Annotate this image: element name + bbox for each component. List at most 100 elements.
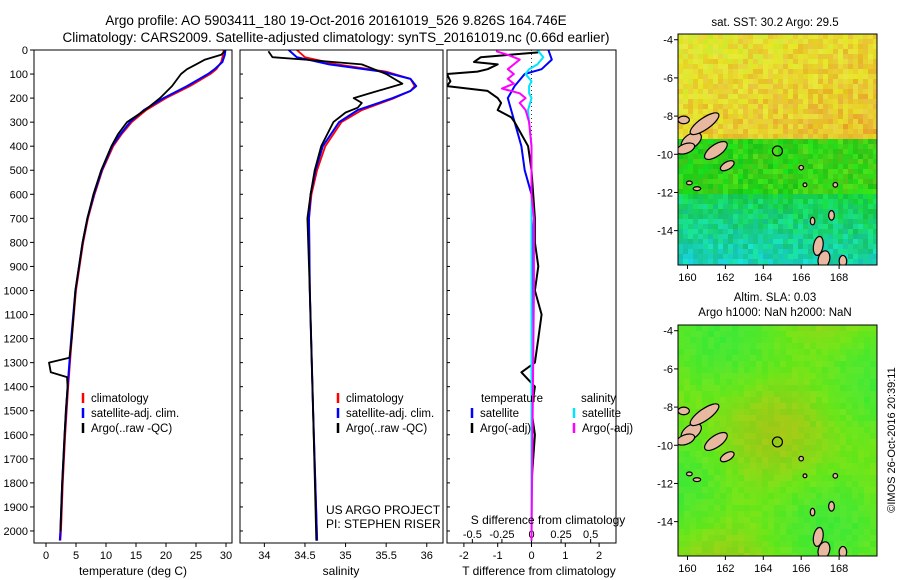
map-cell — [858, 487, 865, 494]
map-cell — [726, 535, 733, 542]
map-cell — [696, 343, 703, 350]
map-cell — [828, 174, 834, 180]
map-cell — [756, 505, 763, 512]
map-cell — [698, 64, 704, 70]
temperature-lines — [48, 50, 227, 541]
map-cell — [768, 159, 774, 165]
map-cell — [783, 144, 789, 150]
map-cell — [868, 179, 874, 185]
map-cell — [840, 379, 847, 386]
map-cell — [843, 59, 849, 65]
map-cell — [804, 469, 811, 476]
map-cell — [690, 445, 697, 452]
map-cell — [678, 194, 684, 200]
map-cell — [708, 487, 715, 494]
map-cell — [868, 174, 874, 180]
map-cell — [758, 44, 764, 50]
map-cell — [758, 114, 764, 120]
map-cell — [758, 74, 764, 80]
map-cell — [738, 94, 744, 100]
map-cell — [738, 164, 744, 170]
map-cell — [808, 249, 814, 255]
map-cell — [873, 149, 877, 155]
map-cell — [808, 39, 814, 45]
map-cell — [696, 439, 703, 446]
map-cell — [828, 84, 834, 90]
map-cell — [733, 174, 739, 180]
map-cell — [762, 547, 769, 554]
map-cell — [732, 487, 739, 494]
map-cell — [843, 179, 849, 185]
map-cell — [813, 49, 819, 55]
map-cell — [708, 553, 715, 556]
map-cell — [798, 553, 805, 556]
map-cell — [718, 199, 724, 205]
map-cell — [684, 535, 691, 542]
map-cell — [803, 209, 809, 215]
map-cell — [743, 139, 749, 145]
map-cell — [750, 421, 757, 428]
island — [703, 431, 728, 451]
map-cell — [858, 403, 865, 410]
map-cell — [693, 164, 699, 170]
map-cell — [732, 361, 739, 368]
map-cell — [852, 457, 859, 464]
map-cell — [774, 523, 781, 530]
argo-position-marker — [771, 436, 784, 448]
map-cell — [756, 385, 763, 392]
depth-tick-label: 600 — [10, 189, 28, 201]
map-cell — [728, 189, 734, 195]
map-cell — [738, 64, 744, 70]
map-cell — [714, 337, 721, 344]
map-cell — [678, 254, 684, 260]
map-cell — [863, 114, 869, 120]
temperature-x-axis: 0 5 10 15 20 25 30 — [43, 543, 232, 562]
map-cell — [750, 391, 757, 398]
map-cell — [714, 517, 721, 524]
map-cell — [762, 325, 769, 332]
map-cell — [846, 541, 853, 548]
map-cell — [720, 523, 727, 530]
map-cell — [833, 194, 839, 200]
legend-label-climatology-line: climatology — [346, 393, 404, 405]
map-cell — [698, 49, 704, 55]
map-cell — [853, 144, 859, 150]
map-cell — [848, 34, 854, 40]
depth-tick-label: 1800 — [4, 478, 28, 490]
map-cell — [793, 134, 799, 140]
map-cell — [786, 331, 793, 338]
map-cell — [828, 481, 835, 488]
map-cell — [808, 199, 814, 205]
map-cell — [756, 373, 763, 380]
map-cell — [688, 184, 694, 190]
map-cell — [840, 451, 847, 458]
map-cell — [758, 144, 764, 150]
map-cell — [828, 59, 834, 65]
map-cell — [743, 129, 749, 135]
map-cell — [738, 129, 744, 135]
map-cell — [828, 184, 834, 190]
map-cell — [834, 493, 841, 500]
map-cell — [684, 475, 691, 482]
map-cell — [852, 349, 859, 356]
map-cell — [810, 541, 817, 548]
map-cell — [684, 379, 691, 386]
map-cell — [696, 481, 703, 488]
map-cell — [813, 164, 819, 170]
map-cell — [773, 54, 779, 60]
map-cell — [774, 343, 781, 350]
map-cell — [683, 189, 689, 195]
map-cell — [798, 99, 804, 105]
map-cell — [698, 79, 704, 85]
map-cell — [816, 469, 823, 476]
map-cell — [848, 109, 854, 115]
map-cell — [780, 391, 787, 398]
map-cell — [678, 49, 684, 55]
map-cell — [703, 94, 709, 100]
map-cell — [870, 493, 877, 500]
map-cell — [768, 457, 775, 464]
map-cell — [738, 159, 744, 165]
map-cell — [828, 379, 835, 386]
map-cell — [678, 487, 685, 494]
map-cell — [708, 469, 715, 476]
